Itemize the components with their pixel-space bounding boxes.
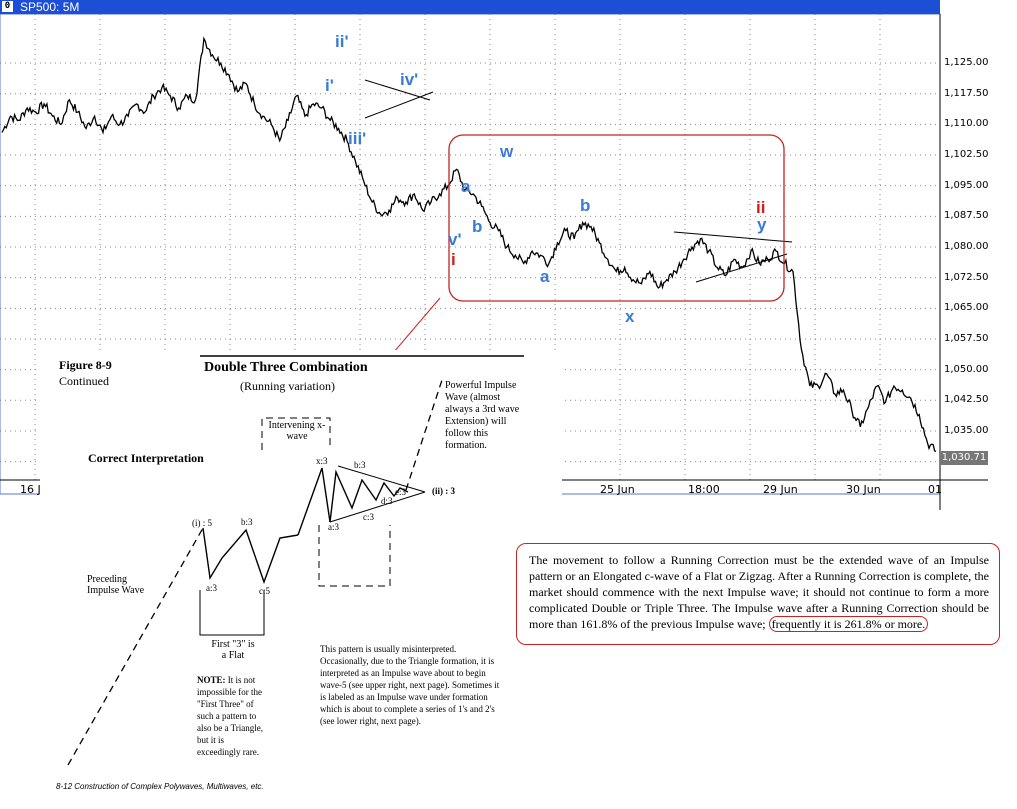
first-three-line [202,527,299,585]
figure-subtitle: Continued [59,374,109,388]
figure-heading: Double Three Combination [204,360,368,375]
powerful-impulse-note: Powerful Impulse Wave (almost always a 3… [445,380,520,451]
intervening-label: Intervening x-wave [268,420,326,442]
y-tick-label: 1,102.50 [944,149,989,161]
trendline-lower-1 [364,91,434,119]
first-three-label: First "3" is a Flat [211,639,255,661]
wave-label-v-prime: v' [448,230,462,249]
wave-label-b1: b [472,217,483,236]
price-series-line [1,36,937,453]
misinterpreted-note: This pattern is usually misinterpreted. … [320,644,500,726]
correction-box [448,134,785,302]
y-tick-label: 1,117.50 [944,87,989,99]
y-tick-label: 1,087.50 [944,210,989,222]
x-tick-label: 29 Jun [763,483,798,496]
preceding-impulse-label: Preceding Impulse Wave [87,574,145,596]
triangle-bracket [318,525,391,587]
wave-label-ii-prime: ii' [335,32,349,51]
y-tick-label: 1,095.00 [944,179,989,191]
chart-title-bar[interactable]: 0 SP500: 5M [0,0,940,14]
wave-label-a2: a [540,267,550,286]
wave-label-x: x [625,307,635,326]
preceding-wave-line [67,527,204,766]
label-i5: (i) : 5 [192,518,212,528]
x-tick-label: 30 Jun [846,483,881,496]
y-tick-label: 1,057.50 [944,332,989,344]
triangle-upper-line [337,465,426,493]
label-a3-triangle: a:3 [328,522,339,532]
y-tick-label: 1,035.00 [944,424,989,436]
figure-footer: 8-12 Construction of Complex Polywaves, … [56,782,264,791]
y-tick-label: 1,110.00 [944,118,989,130]
note-block: NOTE: It is not impossible for the "Firs… [197,674,269,758]
figure-title: Figure 8-9 [59,358,112,372]
label-ii3: (ii) : 3 [432,486,455,496]
wave-label-a1: a [461,177,471,196]
x-tick-label: 25 Jun [600,483,635,496]
window-number: 0 [2,1,13,12]
y-tick-label: 1,050.00 [944,363,989,375]
trendline-upper-2 [673,231,793,243]
y-tick-label: 1,065.00 [944,302,989,314]
wave-label-iv-prime: iv' [400,70,419,89]
wave-label-i-prime: i' [325,76,334,95]
intervening-bracket [261,417,331,450]
wave-label-i: i [451,250,456,269]
trendline-upper-1 [364,79,431,101]
projected-impulse-line [405,379,443,491]
label-d3: d:3 [381,496,393,506]
wave-label-iii-prime: iii' [348,129,367,148]
y-tick-label: 1,072.50 [944,271,989,283]
label-b3: b:3 [241,517,253,527]
trendline-lower-2 [695,253,788,283]
label-c3: c:3 [363,512,374,522]
y-tick-label: 1,080.00 [944,241,989,252]
label-x3: x:3 [316,456,328,466]
last-price-badge: 1,030.71 [940,451,988,465]
note-main-text: The movement to follow a Running Correct… [529,553,989,631]
figure-8-9-panel: Figure 8-9 Continued Double Three Combin… [40,350,562,809]
label-b3-triangle: b:3 [354,460,366,470]
wave-label-y: y [757,215,767,234]
y-tick-label: 1,042.50 [944,394,989,406]
label-a3: a:3 [206,583,217,593]
label-e3: e:3 [395,487,406,497]
note-text: It is not impossible for the "First Thre… [197,675,263,757]
correct-interpretation: Correct Interpretation [88,451,204,465]
first-three-bracket [199,590,265,636]
note-label: NOTE: [197,675,226,685]
x-tick-label: 18:00 [688,483,720,496]
wave-label-b2: b [580,196,591,215]
label-c5: c:5 [259,586,270,596]
chart-title: SP500: 5M [20,0,80,14]
figure-subheading: (Running variation) [240,379,335,393]
x-tick-label: 01 [928,483,942,496]
x-wave-line [297,467,331,536]
triangle-waves [329,469,409,523]
wave-label-ii: ii [756,198,766,217]
wave-label-w: w [500,142,514,161]
triangle-lower-line [329,491,426,523]
y-tick-label: 1,125.00 [944,57,989,69]
note-emphasis: frequently it is 261.8% or more. [768,616,929,632]
wave-diagram [67,355,524,766]
running-correction-note: The movement to follow a Running Correct… [516,543,1000,645]
x-tick-label: 16 J [20,483,41,496]
